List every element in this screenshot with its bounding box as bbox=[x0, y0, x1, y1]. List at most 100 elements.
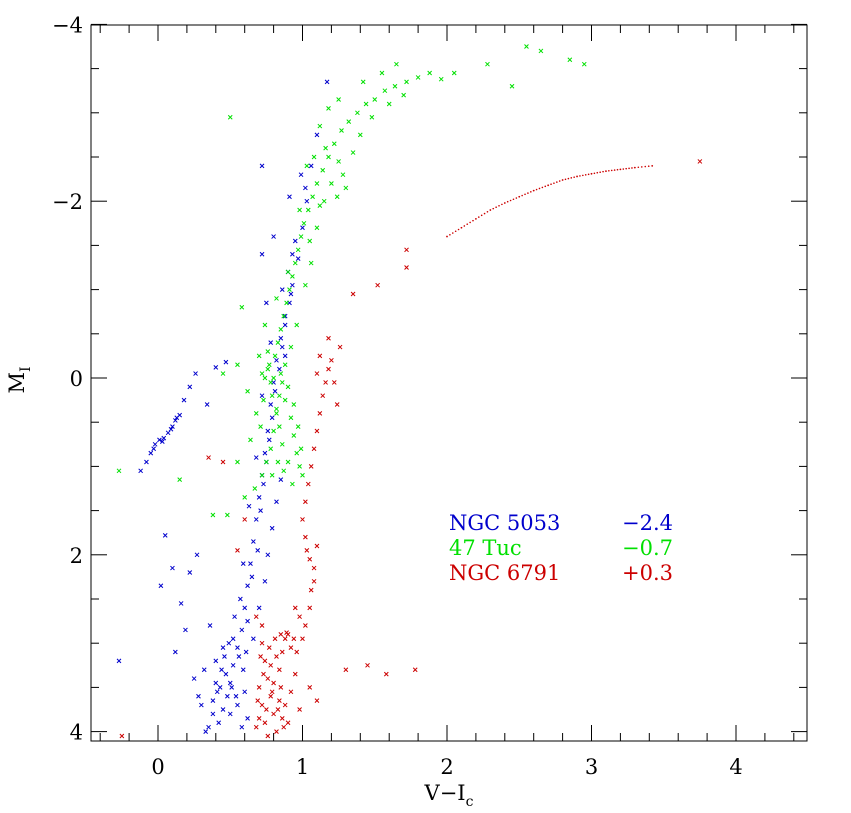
data-point bbox=[268, 446, 274, 452]
data-point bbox=[310, 194, 315, 200]
data-point bbox=[249, 574, 255, 580]
data-point bbox=[375, 282, 380, 288]
data-point bbox=[321, 198, 327, 204]
legend-metallicity: −2.4 bbox=[622, 511, 673, 535]
data-point bbox=[210, 698, 216, 704]
legend-metallicity: −0.7 bbox=[622, 536, 673, 560]
data-point bbox=[308, 587, 314, 593]
x-axis-label: V−Ic bbox=[424, 781, 474, 810]
data-point bbox=[274, 296, 279, 301]
data-point bbox=[297, 464, 302, 469]
data-point bbox=[303, 185, 308, 191]
data-point bbox=[644, 165, 647, 168]
data-point bbox=[307, 238, 313, 244]
data-point bbox=[651, 164, 654, 167]
data-point bbox=[616, 168, 619, 171]
data-point bbox=[279, 715, 285, 721]
data-point bbox=[226, 640, 232, 646]
data-point bbox=[288, 291, 294, 297]
data-point bbox=[336, 159, 341, 164]
data-point bbox=[314, 181, 320, 186]
data-point bbox=[259, 623, 265, 628]
data-point bbox=[174, 415, 180, 421]
data-point bbox=[350, 291, 356, 297]
data-point bbox=[509, 199, 512, 202]
data-point bbox=[230, 662, 236, 668]
data-point bbox=[311, 565, 317, 571]
data-point bbox=[261, 671, 266, 677]
data-point bbox=[275, 707, 281, 712]
data-point bbox=[524, 193, 526, 196]
data-point bbox=[547, 184, 550, 187]
data-point bbox=[265, 349, 271, 354]
data-point bbox=[427, 70, 433, 76]
data-point bbox=[401, 92, 407, 98]
data-point bbox=[503, 202, 506, 204]
data-point bbox=[177, 477, 183, 483]
data-point bbox=[279, 649, 285, 655]
data-point bbox=[317, 203, 323, 208]
data-point bbox=[259, 393, 265, 399]
axis-ticks: 0 1 2 3 4 −4 −2 0 2 4 bbox=[52, 13, 807, 779]
data-point bbox=[363, 101, 369, 107]
legend-name: NGC 5053 bbox=[449, 511, 560, 535]
data-point bbox=[259, 371, 265, 376]
data-point bbox=[148, 450, 154, 456]
data-point bbox=[158, 583, 164, 589]
data-point bbox=[466, 223, 469, 225]
data-point bbox=[216, 720, 222, 726]
data-point bbox=[183, 627, 188, 633]
data-point bbox=[262, 322, 268, 328]
data-point bbox=[206, 455, 211, 460]
data-point bbox=[340, 172, 346, 178]
data-point bbox=[287, 287, 292, 292]
data-point bbox=[144, 459, 149, 465]
data-point bbox=[259, 640, 265, 646]
data-point bbox=[187, 384, 193, 390]
data-point bbox=[223, 359, 229, 365]
data-point bbox=[290, 273, 295, 279]
data-point bbox=[285, 459, 291, 465]
data-point bbox=[460, 226, 463, 229]
data-point bbox=[274, 654, 279, 659]
series-1 bbox=[116, 44, 587, 518]
data-point bbox=[266, 437, 272, 443]
series-2 bbox=[119, 159, 703, 739]
data-point bbox=[404, 247, 409, 253]
data-point bbox=[297, 207, 302, 213]
data-point bbox=[438, 76, 444, 82]
data-point bbox=[271, 711, 276, 717]
data-point bbox=[194, 552, 200, 558]
data-point bbox=[239, 724, 245, 730]
y-axis-label: MI bbox=[5, 366, 34, 393]
data-point bbox=[292, 605, 298, 611]
data-point bbox=[329, 181, 334, 186]
y-tick-label: −4 bbox=[52, 13, 83, 37]
data-point bbox=[227, 114, 233, 120]
data-point bbox=[530, 191, 532, 193]
data-point bbox=[355, 110, 360, 116]
data-point bbox=[544, 185, 547, 188]
data-point bbox=[268, 402, 274, 407]
data-point bbox=[605, 170, 607, 173]
data-point bbox=[242, 689, 248, 695]
data-point bbox=[266, 645, 272, 650]
data-point bbox=[271, 234, 276, 239]
data-point bbox=[278, 632, 284, 637]
x-tick-label: 1 bbox=[296, 755, 309, 779]
data-point bbox=[307, 556, 313, 562]
data-point bbox=[404, 79, 409, 85]
y-tick-label: 4 bbox=[70, 721, 83, 745]
data-point bbox=[258, 508, 263, 513]
data-point bbox=[311, 578, 317, 584]
data-point bbox=[178, 601, 184, 606]
data-point bbox=[264, 707, 269, 712]
data-point bbox=[590, 172, 593, 175]
data-point bbox=[172, 418, 178, 423]
data-point bbox=[240, 561, 246, 566]
data-point bbox=[294, 322, 300, 328]
data-point bbox=[290, 282, 295, 288]
data-point bbox=[631, 167, 633, 169]
data-point bbox=[495, 206, 497, 209]
